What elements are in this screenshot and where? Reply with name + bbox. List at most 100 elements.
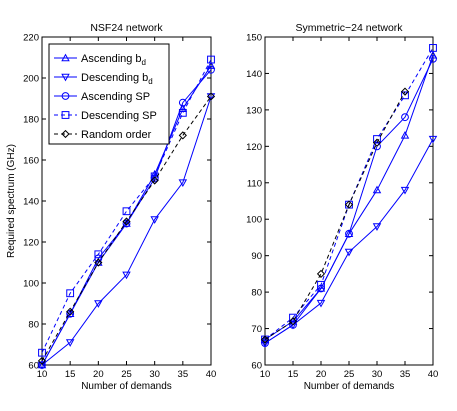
legend-label: Ascending bd	[81, 53, 146, 67]
x-tick-label: 40	[206, 369, 217, 380]
legend-marker	[61, 129, 70, 139]
data-point	[288, 317, 298, 326]
data-point	[401, 113, 409, 122]
data-point	[344, 248, 354, 257]
legend-marker	[61, 92, 70, 100]
legend-item-ascending-sp: Ascending SP	[54, 91, 150, 103]
data-point	[206, 61, 216, 69]
legend-marker	[61, 73, 70, 82]
legend-label: Ascending SP	[81, 91, 150, 103]
data-point	[37, 356, 47, 366]
data-point	[344, 200, 354, 209]
y-tick-label: 100	[246, 215, 262, 226]
data-point	[122, 271, 131, 280]
y-tick-label: 200	[23, 74, 39, 85]
data-point	[150, 216, 159, 224]
x-tick-label: 30	[149, 369, 160, 380]
data-point	[150, 176, 159, 185]
y-tick-label: 140	[23, 197, 39, 208]
y-tick-label: 180	[23, 115, 39, 126]
data-point	[428, 135, 438, 144]
legend-marker	[61, 53, 70, 62]
data-point	[372, 223, 382, 231]
data-point	[178, 98, 187, 107]
x-tick-label: 35	[178, 369, 189, 380]
y-tick-label: 220	[23, 33, 39, 44]
y-tick-label: 120	[246, 142, 262, 153]
y-tick-label: 150	[246, 33, 262, 44]
series-descending-sp	[38, 55, 215, 357]
y-tick-label: 140	[246, 69, 262, 80]
data-point	[94, 300, 103, 308]
data-point	[429, 44, 437, 52]
data-point	[66, 307, 75, 316]
data-point	[207, 55, 215, 64]
legend-item-descending-sp: Descending SP	[54, 110, 157, 122]
x-tick-label: 20	[93, 369, 104, 380]
y-tick-label: 80	[251, 288, 262, 299]
legend-label-subscript: d	[148, 77, 152, 86]
x-tick-label: 35	[400, 369, 411, 380]
y-tick-label: 70	[251, 324, 262, 335]
data-point	[178, 131, 187, 140]
data-point	[289, 313, 297, 322]
data-point	[428, 50, 438, 59]
data-point	[207, 65, 215, 74]
data-point	[122, 219, 131, 228]
x-tick-label: 40	[428, 369, 439, 380]
data-point	[206, 92, 216, 101]
data-point	[178, 108, 187, 117]
data-point	[37, 361, 47, 370]
y-tick-label: 60	[28, 361, 39, 372]
y-tick-label: 110	[247, 178, 262, 189]
data-point	[65, 339, 75, 347]
data-point	[66, 309, 75, 318]
x-tick-label: 25	[121, 369, 132, 380]
data-point	[38, 361, 46, 369]
legend-marker	[61, 111, 70, 119]
x-axis-label: Number of demands	[81, 381, 172, 392]
data-point	[122, 217, 131, 226]
legend-item-ascending-bd: Ascending bd	[54, 53, 146, 67]
series-line	[41, 69, 212, 366]
data-point	[344, 229, 354, 238]
y-axis-label: Required spectrum (GHz)	[6, 144, 17, 258]
y-tick-label: 160	[23, 156, 39, 167]
x-tick-label: 15	[288, 369, 299, 380]
series-random-order	[260, 87, 410, 344]
y-tick-label: 120	[23, 238, 39, 249]
chart-symmetric24: 10 15 20 25 30 35 40 60 70 80 90 100 110 120 130 140 150…	[246, 22, 438, 392]
y-tick-label: 60	[251, 361, 262, 372]
x-tick-label: 25	[344, 369, 355, 380]
data-point	[400, 87, 410, 96]
data-point	[317, 280, 325, 289]
data-point	[429, 54, 437, 63]
x-tick-label: 30	[372, 369, 383, 380]
series-line	[264, 91, 406, 340]
y-tick-label: 130	[246, 105, 262, 116]
y-tick-label: 90	[251, 251, 262, 262]
data-point	[372, 185, 382, 194]
chart-title: Symmetric−24 network	[295, 22, 403, 34]
legend-item-random-order: Random order	[54, 129, 152, 141]
chart-title: NSF24 network	[90, 22, 163, 34]
y-tick-label: 80	[28, 320, 39, 331]
data-point	[122, 207, 131, 216]
data-point	[178, 179, 188, 187]
data-point	[94, 258, 103, 267]
data-point	[38, 348, 46, 357]
data-point	[400, 130, 410, 139]
data-point	[345, 229, 353, 238]
data-point	[316, 299, 326, 308]
legend: Ascending bd Descending bd Ascending SP Des…	[48, 43, 170, 145]
legend-label-subscript: d	[142, 58, 146, 67]
series-random-order	[37, 92, 216, 366]
x-tick-label: 10	[37, 369, 48, 380]
data-point	[94, 250, 103, 259]
legend-label: Random order	[81, 129, 152, 141]
data-point	[400, 186, 410, 195]
legend-item-descending-bd: Descending bd	[54, 72, 153, 86]
data-point	[372, 138, 382, 147]
x-tick-label: 20	[316, 369, 327, 380]
